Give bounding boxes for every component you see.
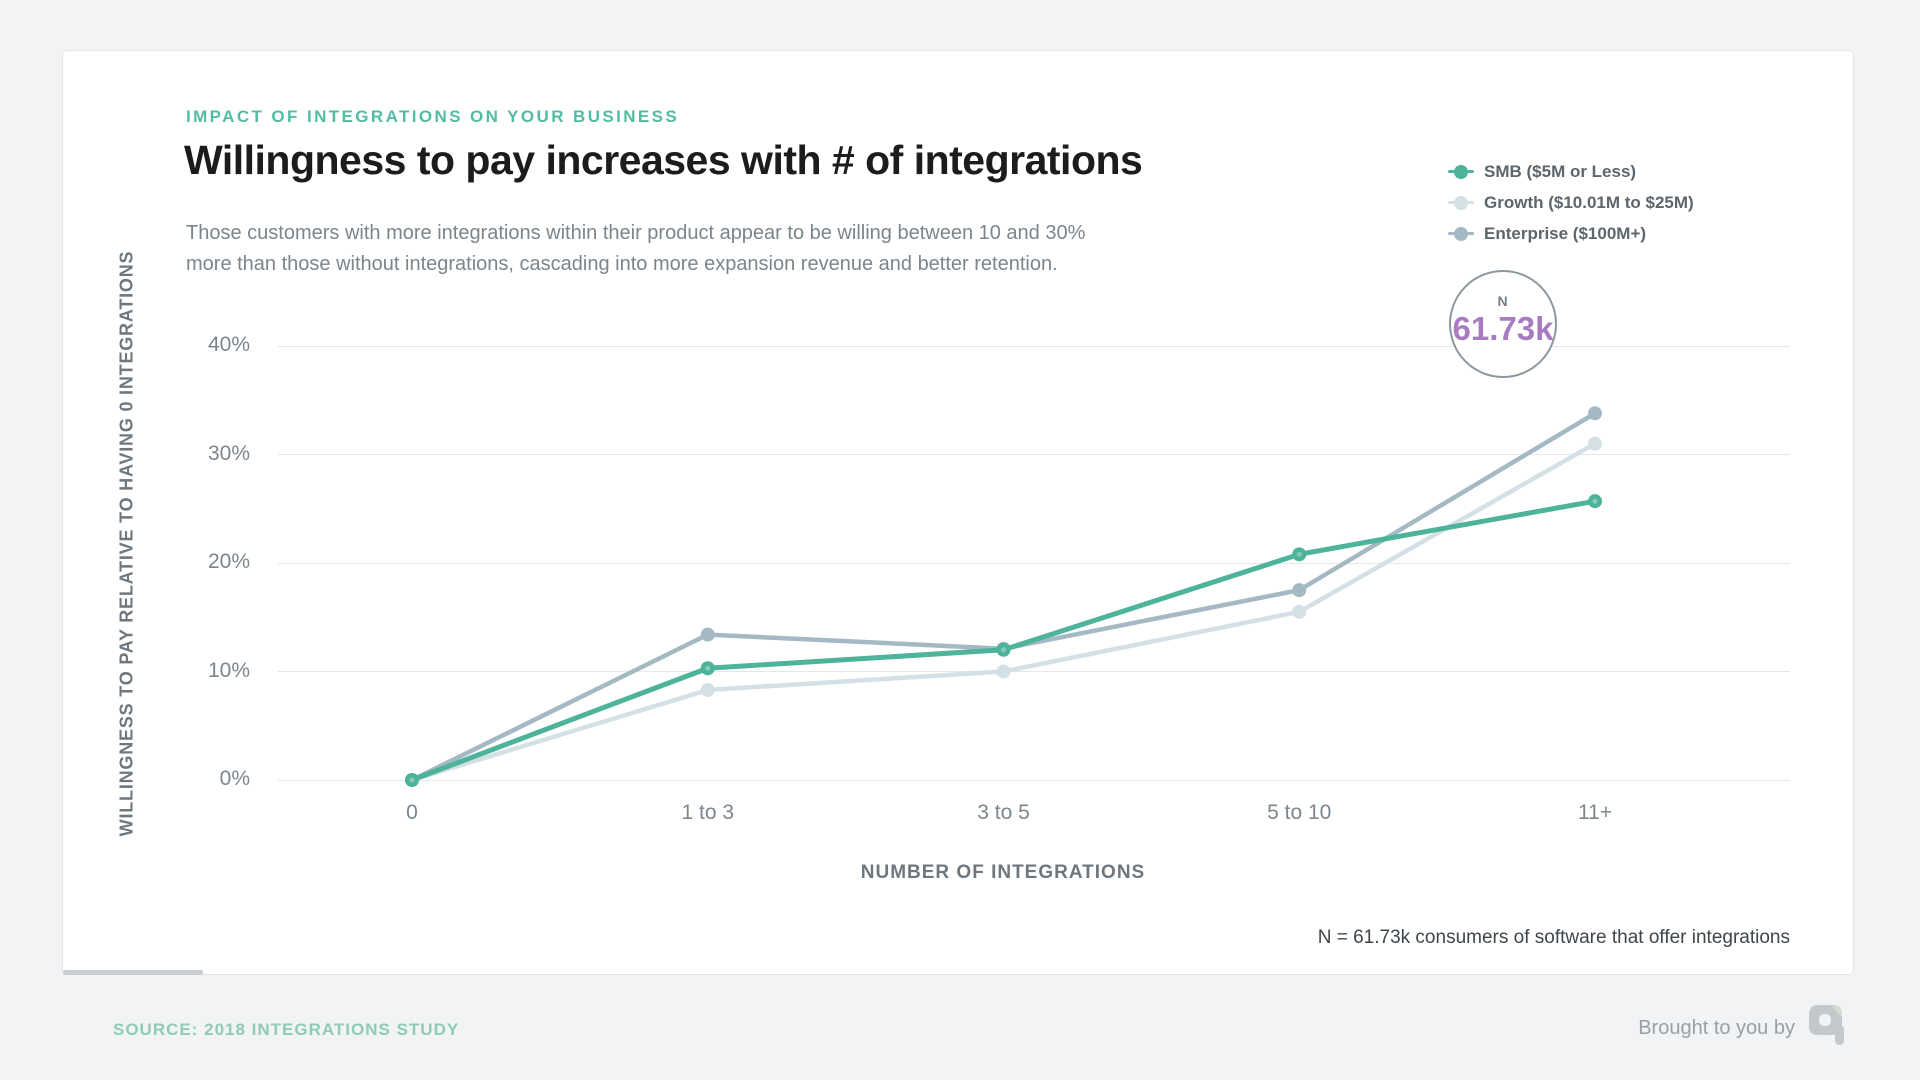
y-tick-label: 20% — [207, 550, 250, 573]
legend-item-smb: SMB ($5M or Less) — [1448, 156, 1694, 187]
y-tick-label: 30% — [207, 441, 250, 465]
legend: SMB ($5M or Less) Growth ($10.01M to $25… — [1448, 156, 1694, 249]
gridline — [278, 779, 1790, 781]
smb-marker-icon — [1448, 164, 1474, 179]
y-axis-title: WILLINGNESS TO PAY RELATIVE TO HAVING 0 … — [116, 250, 137, 837]
sample-size-badge: N 61.73k — [1449, 270, 1557, 378]
sample-size-note: N = 61.73k consumers of software that of… — [1317, 927, 1790, 948]
chart-card — [62, 50, 1854, 975]
gridline — [278, 671, 1790, 672]
data-point — [1588, 406, 1602, 421]
legend-item-growth: Growth ($10.01M to $25M) — [1448, 187, 1694, 218]
x-axis-title: NUMBER OF INTEGRATIONS — [860, 862, 1146, 883]
data-point-inner — [705, 665, 711, 671]
data-point — [996, 664, 1011, 679]
gridline — [278, 345, 1790, 347]
x-tick-label: 1 to 3 — [681, 801, 735, 824]
data-point-inner — [409, 777, 415, 783]
card-bottom-scroll-indicator — [63, 970, 203, 975]
page-title: Willingness to pay increases with # of i… — [184, 137, 1143, 183]
data-point — [1292, 583, 1307, 598]
subtitle: Those customers with more integrations w… — [186, 218, 1085, 280]
data-point-inner — [1000, 647, 1007, 653]
data-point-inner — [1592, 498, 1598, 504]
growth-marker-icon — [1448, 195, 1474, 210]
y-tick-labels: 40% 30% 20% 10% 0% — [158, 330, 250, 800]
y-tick-label: 40% — [207, 333, 250, 356]
legend-label: Enterprise ($100M+) — [1484, 223, 1647, 243]
brought-to-you-by-label: Brought to you by — [1638, 1017, 1795, 1039]
y-tick-label: 10% — [207, 658, 250, 682]
source-text: SOURCE: 2018 INTEGRATIONS STUDY — [113, 1020, 460, 1039]
data-point — [700, 627, 715, 642]
x-tick-labels: 0 1 to 3 3 to 5 5 to 10 11+ — [278, 801, 1790, 831]
footer-branding: Brought to you by — [1638, 1004, 1850, 1053]
chart-svg — [405, 406, 1602, 787]
y-tick-label: 0% — [219, 767, 250, 790]
subtitle-line-1: Those customers with more integrations w… — [186, 222, 1086, 244]
x-tick-label: 5 to 10 — [1267, 801, 1332, 824]
x-tick-label: 11+ — [1577, 801, 1613, 824]
gridline — [278, 562, 1790, 564]
x-tick-label: 3 to 5 — [977, 801, 1030, 824]
legend-label: SMB ($5M or Less) — [1484, 161, 1637, 181]
legend-label: Growth ($10.01M to $25M) — [1484, 192, 1694, 212]
data-point — [1292, 604, 1307, 619]
sample-size-label: N — [1497, 293, 1509, 309]
kicker: IMPACT OF INTEGRATIONS ON YOUR BUSINESS — [186, 107, 680, 126]
data-point — [1588, 436, 1602, 451]
data-point-inner — [1296, 551, 1302, 557]
subtitle-line-2: more than those without integrations, ca… — [186, 253, 1058, 275]
x-tick-label: 0 — [406, 801, 418, 824]
enterprise-marker-icon — [1448, 226, 1474, 241]
plot-area — [278, 330, 1790, 800]
sample-size-value: 61.73k — [1452, 310, 1554, 347]
legend-item-enterprise: Enterprise ($100M+) — [1448, 218, 1694, 249]
partnerstack-logo-icon — [1808, 1004, 1850, 1053]
series-line — [409, 441, 1598, 783]
data-point — [700, 682, 715, 697]
gridline — [278, 454, 1790, 455]
